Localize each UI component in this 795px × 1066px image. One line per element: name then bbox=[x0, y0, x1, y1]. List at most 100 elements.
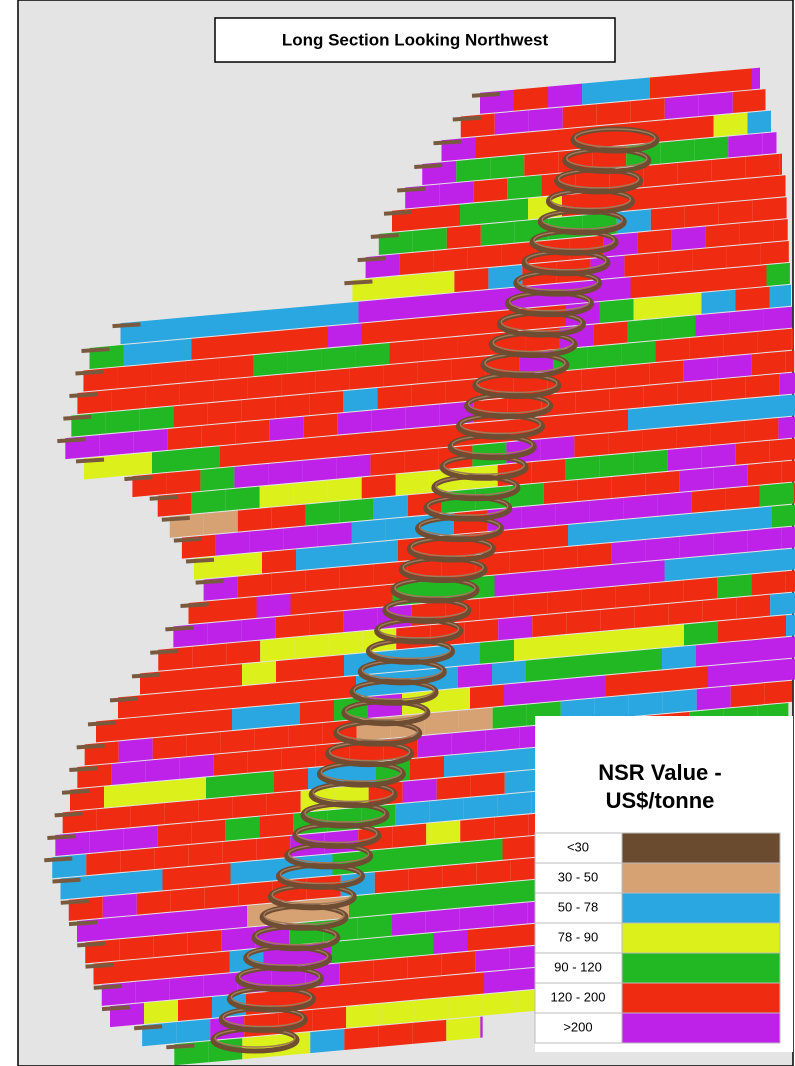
block bbox=[365, 936, 400, 961]
block bbox=[728, 133, 763, 158]
block bbox=[262, 549, 296, 574]
block bbox=[434, 841, 469, 866]
block bbox=[732, 89, 766, 114]
block bbox=[138, 780, 172, 805]
block bbox=[696, 400, 730, 425]
block bbox=[118, 738, 153, 763]
block bbox=[781, 460, 795, 483]
block bbox=[310, 1029, 345, 1054]
block bbox=[679, 115, 714, 140]
block bbox=[606, 672, 640, 697]
level-edge bbox=[180, 602, 209, 609]
block bbox=[366, 847, 401, 873]
block bbox=[383, 890, 417, 915]
block bbox=[770, 592, 795, 616]
block bbox=[729, 309, 764, 334]
block bbox=[664, 183, 698, 208]
block bbox=[692, 246, 727, 271]
block bbox=[225, 486, 260, 511]
block bbox=[439, 181, 474, 206]
block bbox=[404, 448, 439, 473]
block bbox=[130, 803, 165, 828]
block bbox=[426, 820, 461, 845]
block bbox=[451, 884, 485, 909]
block bbox=[310, 655, 344, 680]
block bbox=[123, 341, 158, 366]
block bbox=[611, 121, 646, 146]
block bbox=[492, 660, 526, 685]
block bbox=[86, 851, 121, 876]
block bbox=[358, 298, 393, 323]
block bbox=[480, 639, 514, 664]
block bbox=[346, 1003, 381, 1028]
block bbox=[244, 1012, 279, 1038]
block bbox=[259, 329, 294, 354]
block bbox=[288, 679, 322, 704]
block bbox=[560, 654, 594, 679]
block bbox=[779, 153, 782, 175]
block bbox=[581, 366, 616, 391]
block bbox=[348, 981, 382, 1006]
block bbox=[290, 304, 325, 329]
block bbox=[484, 969, 518, 994]
block bbox=[657, 491, 692, 516]
block bbox=[436, 687, 470, 712]
block bbox=[260, 637, 295, 662]
block bbox=[154, 317, 189, 342]
block bbox=[630, 560, 665, 585]
block bbox=[111, 914, 145, 940]
block bbox=[577, 542, 612, 568]
block bbox=[383, 362, 418, 387]
block bbox=[454, 268, 489, 293]
block bbox=[153, 933, 188, 958]
block bbox=[266, 703, 300, 728]
block bbox=[494, 110, 529, 135]
block bbox=[204, 884, 239, 909]
block bbox=[228, 552, 262, 577]
level-edge bbox=[54, 811, 83, 818]
block bbox=[186, 732, 221, 757]
block bbox=[717, 354, 752, 379]
block bbox=[456, 157, 491, 182]
block bbox=[288, 722, 323, 748]
block bbox=[739, 220, 774, 245]
block bbox=[104, 783, 138, 808]
block bbox=[766, 175, 786, 199]
block bbox=[188, 841, 223, 867]
block bbox=[451, 730, 486, 755]
block bbox=[268, 460, 303, 485]
block bbox=[492, 704, 527, 729]
block bbox=[568, 521, 602, 546]
block bbox=[611, 539, 646, 564]
block bbox=[327, 323, 362, 348]
legend-swatch bbox=[621, 982, 781, 1014]
block bbox=[459, 905, 494, 930]
block bbox=[263, 945, 298, 970]
block bbox=[417, 733, 452, 758]
block bbox=[642, 427, 677, 452]
level-edge bbox=[81, 347, 110, 353]
block bbox=[668, 600, 703, 625]
block bbox=[219, 355, 254, 380]
block bbox=[695, 312, 730, 337]
block bbox=[732, 177, 766, 202]
block bbox=[407, 954, 442, 979]
block bbox=[145, 911, 179, 936]
block bbox=[779, 372, 795, 395]
block bbox=[164, 712, 198, 737]
block bbox=[624, 252, 659, 277]
block bbox=[185, 358, 220, 383]
level-edge bbox=[47, 834, 76, 841]
block bbox=[275, 394, 310, 419]
block bbox=[357, 914, 392, 939]
legend-swatch bbox=[621, 892, 781, 924]
block bbox=[593, 321, 628, 346]
block bbox=[596, 563, 631, 588]
block bbox=[649, 360, 684, 385]
block bbox=[226, 640, 261, 665]
level-edge bbox=[76, 743, 105, 750]
block bbox=[221, 927, 256, 952]
block bbox=[691, 488, 726, 513]
block bbox=[772, 504, 795, 528]
block bbox=[735, 286, 770, 311]
